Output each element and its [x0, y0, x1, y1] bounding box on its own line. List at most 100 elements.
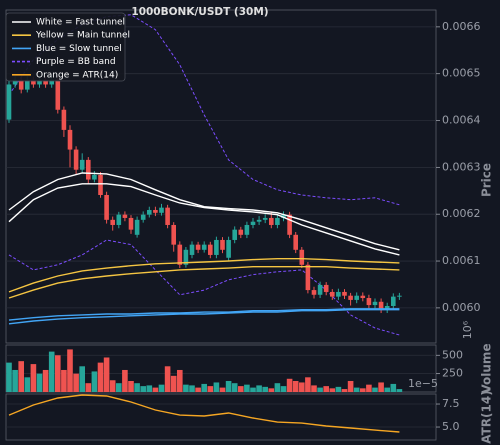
volume-bar	[335, 386, 342, 392]
volume-bar	[140, 386, 146, 392]
offset-label: 1e−5	[408, 377, 438, 390]
candle-body	[159, 207, 164, 213]
y-tick-label: 0.0062	[442, 207, 481, 220]
candle-body	[293, 234, 298, 250]
volume-bar	[280, 386, 287, 392]
candle-body	[61, 109, 67, 130]
marks-layer	[6, 14, 403, 433]
volume-bar	[152, 387, 159, 392]
volume-bar	[341, 389, 348, 392]
candle-body	[250, 221, 256, 225]
volume-bar	[256, 385, 262, 392]
candle-body	[244, 224, 250, 235]
candle-body	[287, 214, 292, 235]
volume-bar	[36, 373, 43, 392]
candle-body	[330, 291, 335, 297]
volume-bar	[292, 380, 299, 392]
volume-bar	[231, 383, 238, 392]
volume-bar	[170, 375, 177, 392]
line	[8, 309, 400, 325]
candle-body	[153, 209, 158, 213]
volume-bar	[116, 383, 122, 392]
candle-body	[317, 284, 323, 295]
y-tick-label: 0.0064	[442, 114, 481, 127]
candle-body	[18, 79, 24, 90]
candle-body	[311, 290, 317, 295]
candle-body	[183, 249, 189, 265]
volume-bar	[6, 362, 12, 392]
y-axis-label: Price	[480, 163, 494, 197]
candle-body	[165, 207, 170, 225]
candle-body	[208, 244, 213, 255]
volume-bar	[378, 382, 384, 392]
y-tick-label: 0.0061	[442, 254, 481, 267]
candle-body	[104, 195, 109, 220]
volume-bar	[274, 383, 281, 392]
volume-bar	[91, 371, 98, 392]
volume-bar	[103, 357, 110, 392]
candle-body	[140, 214, 146, 220]
candle-body	[262, 217, 268, 220]
y-tick-label: 0.0065	[442, 67, 481, 80]
candle-body	[86, 159, 91, 180]
candle-body	[378, 301, 384, 310]
candle-body	[134, 219, 140, 235]
y-tick-label: 250	[442, 367, 463, 380]
line	[8, 258, 400, 293]
volume-bar	[390, 383, 397, 392]
volume-bar	[396, 389, 403, 392]
candle-body	[354, 295, 359, 300]
volume-bar	[134, 383, 140, 392]
candle-body	[201, 244, 207, 250]
volume-bar	[109, 380, 116, 392]
candle-body	[12, 79, 18, 85]
candle-body	[147, 209, 152, 215]
candle-body	[122, 214, 128, 218]
volume-bar	[42, 369, 49, 392]
volume-bar	[366, 384, 372, 392]
candle-body	[305, 264, 311, 291]
line	[8, 14, 400, 206]
legend: White = Fast tunnel Yellow = Main tunnel B…	[5, 12, 130, 82]
candle-body	[256, 219, 262, 222]
volume-bar	[164, 366, 171, 392]
volume-bar	[329, 388, 336, 392]
candle-body	[110, 219, 115, 225]
volume-bar	[262, 386, 268, 392]
candle-body	[25, 79, 30, 90]
volume-bar	[360, 388, 366, 392]
y-tick-label: 5.0	[442, 420, 460, 433]
line	[8, 183, 400, 256]
volume-bar	[85, 383, 92, 392]
volume-bar	[219, 387, 226, 392]
volume-bar	[238, 386, 244, 392]
volume-bar	[18, 361, 24, 392]
y-tick-label: 500	[442, 348, 463, 361]
grid-layer	[5, 9, 437, 441]
candle-body	[342, 291, 347, 296]
volume-bar	[24, 377, 31, 392]
volume-bar	[347, 380, 354, 392]
legend-label: Blue = Slow tunnel	[36, 44, 122, 54]
volume-bar	[73, 373, 79, 392]
volume-bar	[67, 349, 73, 392]
volume-bar	[286, 378, 293, 392]
offset-label: 10⁶	[461, 320, 474, 339]
candle-body	[55, 79, 61, 110]
candle-body	[177, 244, 183, 265]
candle-body	[348, 295, 353, 300]
candle-body	[299, 249, 305, 265]
candle-body	[226, 239, 231, 258]
volume-bar	[323, 386, 329, 392]
axes-layer: 0.0060 0.0061 0.0062 0.0063 0.0064 0.0065 0.00…	[408, 20, 494, 444]
volume-bar	[268, 388, 275, 392]
volume-bar	[55, 355, 61, 392]
y-tick-label: 0.0063	[442, 160, 481, 173]
candle-body	[275, 217, 280, 225]
y-tick-label: 0.0066	[442, 20, 481, 33]
volume-bar	[177, 369, 183, 392]
line	[8, 394, 400, 433]
candle-body	[189, 244, 195, 255]
candle-body	[323, 284, 329, 292]
